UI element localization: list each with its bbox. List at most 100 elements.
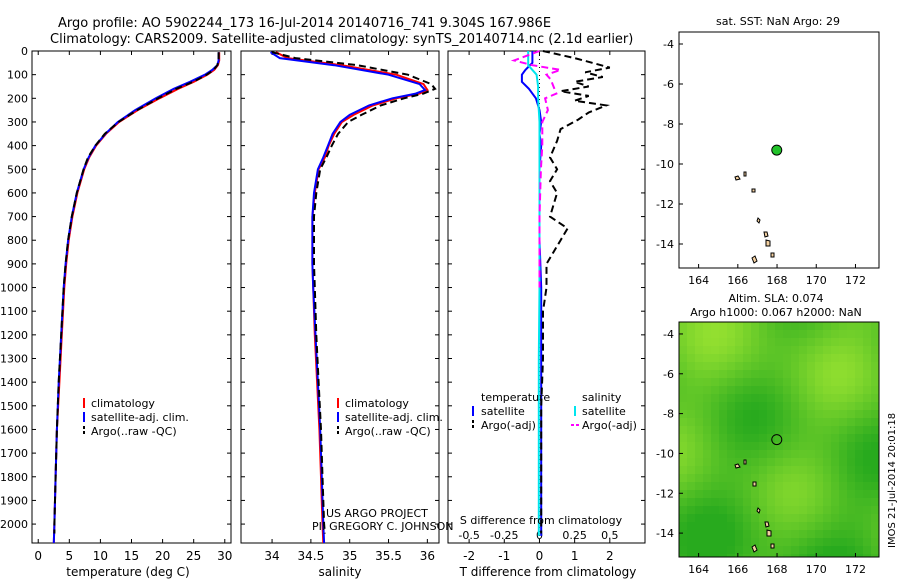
y-tick-label: -6 bbox=[663, 368, 674, 381]
sla-cell bbox=[783, 370, 791, 378]
sla-cell bbox=[871, 466, 879, 474]
sla-cell bbox=[695, 322, 703, 330]
sla-cell bbox=[823, 474, 831, 482]
sla-cell bbox=[775, 362, 783, 370]
sla-cell bbox=[775, 466, 783, 474]
sla-cell bbox=[831, 498, 839, 506]
sla-cell bbox=[759, 410, 767, 418]
sla-cell bbox=[695, 522, 703, 530]
sla-cell bbox=[823, 498, 831, 506]
x-tick-label: 1 bbox=[571, 549, 579, 563]
sla-cell bbox=[847, 442, 855, 450]
sla-cell bbox=[855, 442, 863, 450]
sla-cell bbox=[719, 506, 727, 514]
sla-cell bbox=[799, 450, 807, 458]
sla-cell bbox=[695, 354, 703, 362]
sla-cell bbox=[815, 546, 823, 554]
sla-cell bbox=[703, 450, 711, 458]
sla-cell bbox=[871, 458, 879, 466]
sla-cell bbox=[783, 378, 791, 386]
sla-cell bbox=[687, 474, 695, 482]
sla-cell bbox=[703, 402, 711, 410]
sla-cell bbox=[823, 514, 831, 522]
sla-cell bbox=[751, 474, 759, 482]
sst-map-title: sat. SST: NaN Argo: 29 bbox=[716, 15, 840, 28]
sla-cell bbox=[719, 338, 727, 346]
sla-cell bbox=[847, 538, 855, 546]
sla-cell bbox=[783, 394, 791, 402]
sla-cell bbox=[823, 418, 831, 426]
sla-cell bbox=[839, 490, 847, 498]
sla-cell bbox=[695, 370, 703, 378]
sla-cell bbox=[807, 426, 815, 434]
sla-cell bbox=[783, 514, 791, 522]
sla-cell bbox=[767, 362, 775, 370]
sla-cell bbox=[823, 482, 831, 490]
sla-cell bbox=[783, 426, 791, 434]
sla-cell bbox=[863, 386, 871, 394]
sla-cell bbox=[839, 546, 847, 554]
y-tick-label: 1400 bbox=[0, 376, 28, 389]
sla-cell bbox=[735, 498, 743, 506]
sla-cell bbox=[815, 338, 823, 346]
x-tick-label: 172 bbox=[845, 274, 866, 287]
sla-cell bbox=[711, 482, 719, 490]
sla-cell bbox=[823, 362, 831, 370]
sla-cell bbox=[719, 554, 727, 557]
sla-cell bbox=[863, 362, 871, 370]
sla-cell bbox=[871, 546, 879, 554]
figure-title-line2: Climatology: CARS2009. Satellite-adjuste… bbox=[50, 32, 633, 47]
sla-cell bbox=[871, 394, 879, 402]
sla-cell bbox=[751, 322, 759, 330]
sla-cell bbox=[751, 554, 759, 557]
sla-cell bbox=[791, 530, 799, 538]
sla-cell bbox=[839, 450, 847, 458]
sla-cell bbox=[871, 530, 879, 538]
sla-cell bbox=[687, 442, 695, 450]
sla-cell bbox=[687, 410, 695, 418]
sla-cell bbox=[679, 506, 687, 514]
sla-cell bbox=[775, 346, 783, 354]
sla-cell bbox=[855, 474, 863, 482]
sla-cell bbox=[743, 506, 751, 514]
sla-cell bbox=[759, 546, 767, 554]
sla-cell bbox=[871, 506, 879, 514]
sla-cell bbox=[695, 474, 703, 482]
sla-cell bbox=[791, 394, 799, 402]
y-tick-label: 400 bbox=[7, 140, 28, 153]
sla-cell bbox=[791, 506, 799, 514]
sla-cell bbox=[839, 506, 847, 514]
y-tick-label: -10 bbox=[656, 447, 674, 460]
sla-cell bbox=[807, 554, 815, 557]
sla-cell bbox=[719, 498, 727, 506]
sla-cell bbox=[863, 498, 871, 506]
sla-cell bbox=[703, 378, 711, 386]
sla-cell bbox=[687, 514, 695, 522]
sla-cell bbox=[767, 386, 775, 394]
sla-cell bbox=[847, 522, 855, 530]
sla-cell bbox=[791, 554, 799, 557]
sla-cell bbox=[751, 442, 759, 450]
sla-cell bbox=[751, 354, 759, 362]
sla-cell bbox=[855, 346, 863, 354]
sla-cell bbox=[871, 410, 879, 418]
x-tick-label: 30 bbox=[217, 549, 232, 563]
sla-cell bbox=[735, 466, 743, 474]
y-tick-label: 100 bbox=[7, 69, 28, 82]
sla-cell bbox=[871, 330, 879, 338]
sla-cell bbox=[815, 354, 823, 362]
sla-cell bbox=[727, 402, 735, 410]
sla-cell bbox=[775, 490, 783, 498]
sla-cell bbox=[863, 490, 871, 498]
sla-cell bbox=[687, 378, 695, 386]
sla-cell bbox=[791, 322, 799, 330]
sla-cell bbox=[823, 450, 831, 458]
sla-cell bbox=[839, 458, 847, 466]
y-tick-label: 1700 bbox=[0, 447, 28, 460]
sla-cell bbox=[863, 426, 871, 434]
y-tick-label: -14 bbox=[656, 238, 674, 251]
legend-s-argo-label: Argo(-adj) bbox=[582, 419, 637, 432]
sla-cell bbox=[799, 442, 807, 450]
sla-cell bbox=[751, 498, 759, 506]
sla-cell bbox=[719, 362, 727, 370]
